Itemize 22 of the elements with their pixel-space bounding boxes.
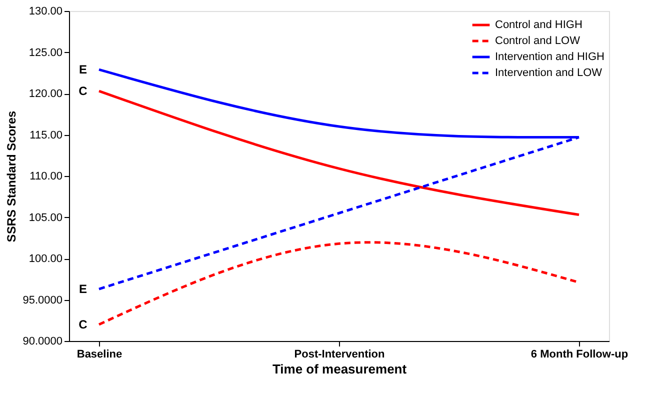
annotation: E <box>78 282 88 296</box>
y-tick-label: 130.00 <box>28 6 62 18</box>
annotation: E <box>78 62 88 77</box>
y-tick-label: 115.00 <box>30 129 62 142</box>
y-tick-label: 90.0000 <box>22 336 62 348</box>
annotation: C <box>78 84 88 98</box>
y-tick-label: 125.00 <box>28 46 62 59</box>
y-tick-label: 120.00 <box>28 88 62 100</box>
y-axis-title: SSRS Standard Scores <box>4 110 19 242</box>
legend-label: Intervention and LOW <box>495 67 603 79</box>
x-tick-label: Post-Intervention <box>294 348 386 360</box>
y-tick-label: 95.0000 <box>22 294 62 306</box>
annotation: C <box>78 318 88 332</box>
y-tick-label: 105.00 <box>28 212 62 224</box>
legend-label: Control and HIGH <box>495 19 582 31</box>
legend-label: Intervention and HIGH <box>495 51 605 63</box>
x-axis-title: Time of measurement <box>272 362 408 376</box>
y-tick-label: 110.00 <box>30 170 62 182</box>
y-tick-label: 100.00 <box>28 253 62 265</box>
legend-label: Control and LOW <box>495 35 581 47</box>
x-tick-label: Baseline <box>76 348 122 360</box>
x-tick-label: 6 Month Follow-up <box>530 348 628 360</box>
